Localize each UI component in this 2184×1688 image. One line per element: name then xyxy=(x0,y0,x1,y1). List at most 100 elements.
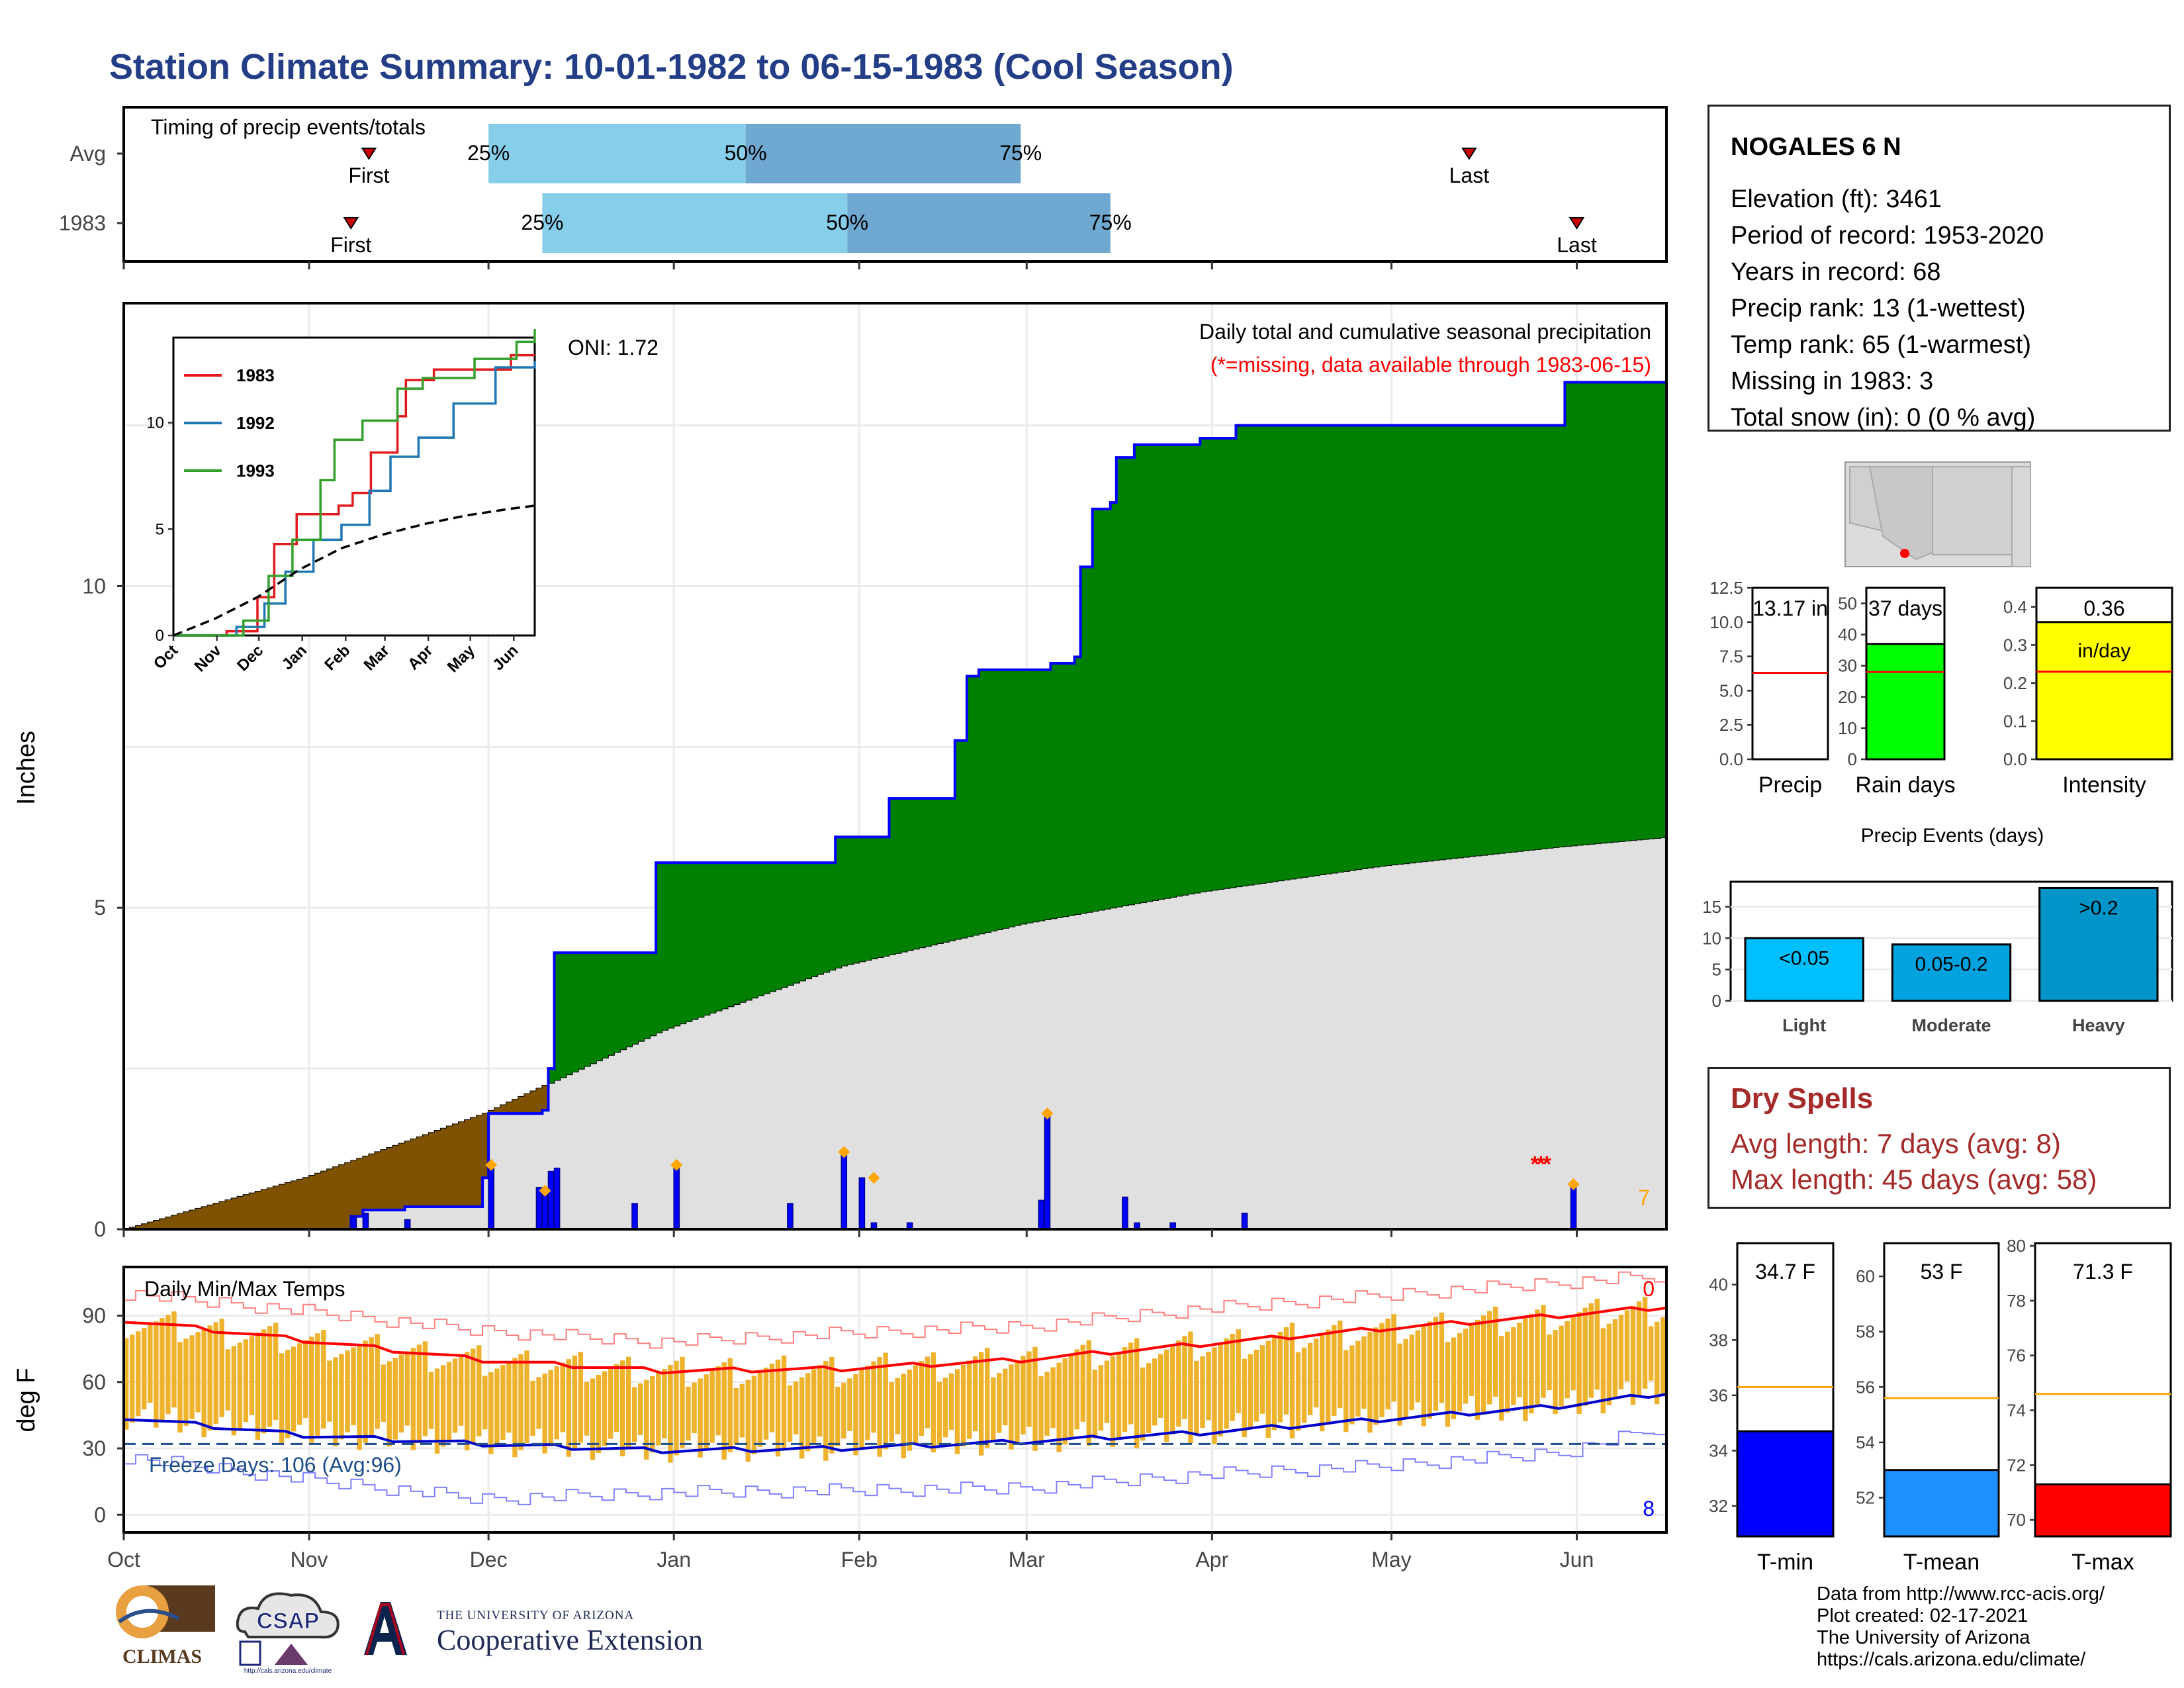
tempbar-t-max-y-tick-label: 72 xyxy=(2007,1455,2026,1475)
tempbar-t-mean-y-tick-label: 56 xyxy=(1856,1377,1875,1397)
temps-daily-bar xyxy=(1594,1299,1600,1390)
station-location-marker xyxy=(1900,549,1909,558)
temps-daily-bar xyxy=(638,1383,643,1435)
precip-frame xyxy=(122,302,1668,1231)
tempbar-t-min-y-tick-label: 34 xyxy=(1709,1440,1728,1460)
temps-daily-bar xyxy=(823,1361,829,1461)
temps-daily-bar xyxy=(1480,1315,1486,1413)
temps-avg-min-line xyxy=(123,1393,1667,1454)
temps-daily-bar xyxy=(936,1382,942,1445)
tempbar-t-min-name: T-min xyxy=(1757,1550,1813,1575)
precip-event-marker xyxy=(670,1158,683,1171)
temperature-chart: Daily Min/Max Temps Freeze Days: 106 (Avg… xyxy=(13,1266,1668,1571)
season-bar-charts: 13.17 in 0.0 2.5 5.0 7.5 10.0 12.5 Precip 37 day… xyxy=(1709,578,2173,798)
footer-plot-created: Plot created: 02-17-2021 xyxy=(1817,1605,2028,1626)
season-intensity-value-bar xyxy=(2035,621,2173,761)
temps-daily-bar xyxy=(931,1352,936,1453)
precip-daily-bar xyxy=(350,1215,357,1230)
tempbar-t-max-value-label: 71.3 F xyxy=(2073,1260,2133,1284)
temps-daily-bar xyxy=(877,1357,882,1457)
temps-daily-bar xyxy=(297,1343,302,1425)
timing-row-label: Avg xyxy=(69,142,106,165)
temps-daily-bar xyxy=(237,1342,243,1429)
temps-daily-bar xyxy=(255,1333,261,1440)
timing-bar-25-50 xyxy=(488,124,746,183)
temps-daily-bar xyxy=(524,1350,529,1443)
tempbar-t-min-y-tick-label: 38 xyxy=(1709,1330,1728,1350)
events-category-label: Moderate xyxy=(1911,1015,1991,1035)
tempbar-t-mean-value-label: 53 F xyxy=(1920,1260,1962,1284)
temps-daily-bar xyxy=(1158,1354,1163,1419)
precip-daily-bar xyxy=(362,1212,369,1230)
dry-spells-title: Dry Spells xyxy=(1731,1082,1874,1115)
timing-bar-50-75 xyxy=(745,124,1021,183)
temps-daily-bar xyxy=(392,1358,398,1440)
temps-daily-bar xyxy=(1421,1325,1426,1427)
timing-bar-25-50 xyxy=(542,193,848,253)
tempbar-t-max-y-tick-label: 80 xyxy=(2007,1236,2026,1256)
temps-y-axis-title: deg F xyxy=(13,1368,40,1432)
temps-daily-bar xyxy=(303,1340,308,1419)
temps-daily-bar xyxy=(1295,1352,1301,1431)
precip-event-marker xyxy=(838,1146,850,1158)
tempbar-t-min-value-bar xyxy=(1736,1430,1835,1538)
temps-daily-bar xyxy=(285,1350,291,1438)
temps-daily-bar xyxy=(775,1359,781,1457)
temps-daily-bar xyxy=(1098,1365,1104,1431)
temps-daily-bar xyxy=(1259,1345,1265,1414)
temps-x-tick-label: Oct xyxy=(107,1548,140,1571)
temps-daily-bar xyxy=(566,1359,571,1457)
precip-chart: *** 0 5 10 Inches Daily total and cumulative … xyxy=(13,302,1668,1241)
precip-event-marker xyxy=(539,1184,551,1197)
temps-daily-bar xyxy=(805,1373,811,1452)
temps-daily-bar xyxy=(889,1382,894,1442)
temps-daily-bar xyxy=(1636,1301,1642,1397)
temps-daily-bar xyxy=(1170,1344,1175,1434)
temps-y-tick-label: 0 xyxy=(94,1503,106,1526)
temps-daily-bar xyxy=(345,1350,350,1432)
precip-event-marker xyxy=(868,1172,880,1184)
temps-daily-bar xyxy=(1032,1346,1038,1451)
temps-daily-bar xyxy=(548,1370,553,1447)
temps-daily-bar xyxy=(698,1378,703,1458)
temps-daily-bar xyxy=(674,1360,679,1456)
temps-daily-bar xyxy=(1021,1356,1026,1434)
temps-daily-bar xyxy=(1367,1332,1373,1433)
tempbar-t-min-y-tick-label: 36 xyxy=(1709,1385,1728,1405)
station-period: Period of record: 1953-2020 xyxy=(1731,222,2044,250)
timing-first-marker xyxy=(361,148,377,160)
temps-daily-bar xyxy=(512,1358,518,1458)
precip-title: Daily total and cumulative seasonal prec… xyxy=(1199,320,1651,344)
temps-daily-bar xyxy=(1038,1376,1044,1444)
temps-daily-bar xyxy=(625,1356,631,1450)
temps-x-tick-label: Apr xyxy=(1195,1548,1228,1571)
events-bar-label: >0.2 xyxy=(2079,897,2118,919)
temps-daily-bar xyxy=(530,1380,535,1436)
timing-first-marker xyxy=(343,217,359,230)
temps-daily-bar xyxy=(793,1381,799,1434)
temps-daily-bar xyxy=(1332,1325,1337,1416)
temps-record-max-line xyxy=(124,1270,1667,1349)
temps-daily-bar xyxy=(907,1369,912,1451)
temps-daily-bar xyxy=(1373,1327,1379,1425)
temps-daily-bar xyxy=(1271,1336,1277,1430)
temps-daily-bar xyxy=(871,1361,876,1433)
temps-daily-bar xyxy=(1146,1363,1152,1433)
events-title: Precip Events (days) xyxy=(1861,825,2044,847)
map-state-tx xyxy=(2011,466,2031,567)
temps-daily-bar xyxy=(1248,1354,1253,1430)
temps-daily-bar xyxy=(243,1339,249,1423)
temps-daily-bar xyxy=(1230,1334,1235,1421)
timing-bar-50-75 xyxy=(847,193,1111,253)
temps-daily-bar xyxy=(339,1354,344,1440)
temps-daily-bar xyxy=(154,1321,159,1428)
temps-daily-bar xyxy=(369,1337,374,1436)
temps-daily-bar xyxy=(1379,1323,1385,1417)
temps-daily-bar xyxy=(883,1352,888,1450)
temps-y-tick-label: 30 xyxy=(82,1436,106,1460)
temps-daily-bar xyxy=(1439,1312,1445,1403)
precip-daily-bar xyxy=(631,1203,638,1230)
temps-daily-bar xyxy=(1403,1338,1408,1418)
temps-daily-bar xyxy=(919,1360,925,1436)
